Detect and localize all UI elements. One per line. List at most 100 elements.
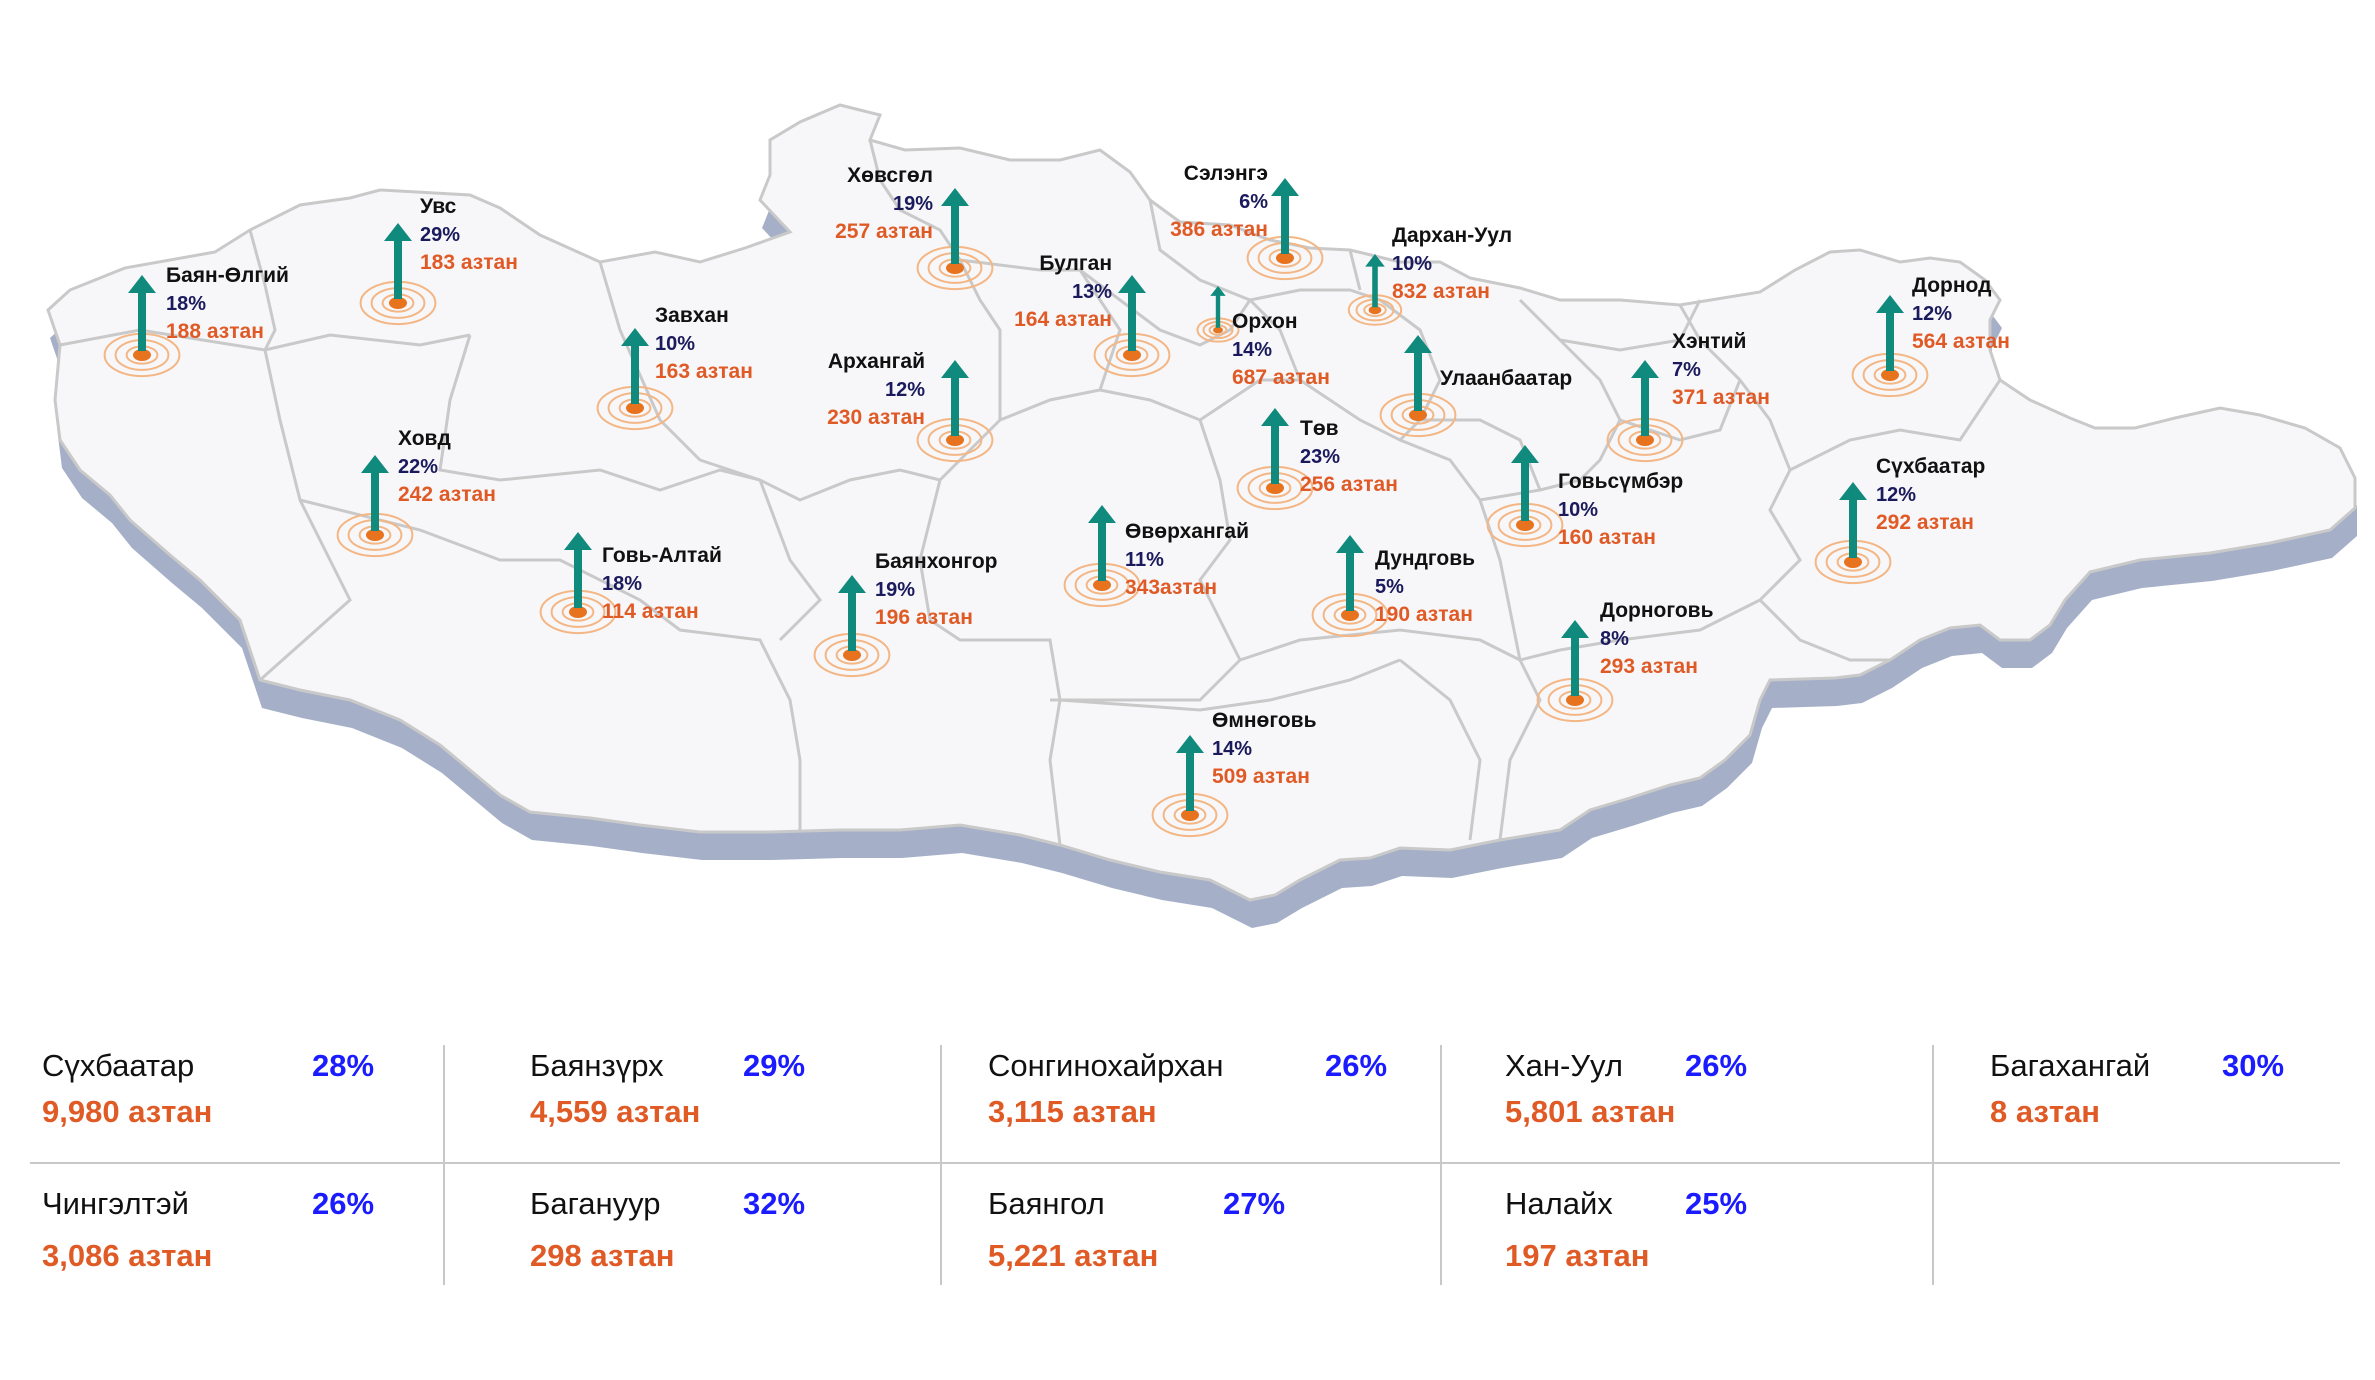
province-count: 183 азтан [420,251,518,274]
table-column-divider [940,1045,942,1285]
pin-dot [569,606,587,618]
growth-arrow-icon [1336,535,1364,611]
district-count: 298 азтан [530,1238,675,1273]
province-count: 242 азтан [398,483,496,506]
province-percent: 12% [885,379,925,401]
province-count: 292 азтан [1876,511,1974,534]
pin-dot [1844,556,1862,568]
province-percent: 19% [893,193,933,215]
province-name: Архангай [828,350,925,373]
province-count: 257 азтан [835,220,933,243]
pin-dot [1368,305,1382,315]
district-name: Багануур [530,1186,661,1221]
province-name: Сүхбаатар [1876,455,1985,478]
province-percent: 13% [1072,281,1112,303]
district-cell: Багахангай 30% 8 азтан [1990,1040,2375,1150]
district-count: 8 азтан [1990,1094,2101,1129]
district-percent: 32% [743,1186,806,1221]
province-count: 114 азтан [602,600,699,623]
province-name: Өвөрхангай [1125,520,1249,543]
province-percent: 10% [1558,499,1598,521]
district-percent: 28% [312,1048,375,1083]
province-percent: 23% [1300,446,1340,468]
district-name: Сонгинохайрхан [988,1048,1224,1083]
province-name: Өмнөговь [1212,709,1317,732]
province-marker[interactable]: Дорнод 12% 564 азтан [1851,274,2010,398]
province-marker[interactable]: Говьсүмбэр 10% 160 азтан [1486,445,1684,549]
province-name: Ховд [398,427,451,450]
province-name: Дорнод [1912,274,1991,297]
province-percent: 8% [1600,628,1629,650]
district-cell: Хан-Уул 26% 5,801 азтан [1505,1040,1925,1150]
province-percent: 6% [1239,191,1268,213]
pin-dot [626,402,644,414]
province-name: Говь-Алтай [602,544,722,567]
pin-dot [1341,609,1359,621]
province-count: 564 азтан [1912,330,2010,353]
district-percent: 29% [743,1048,806,1083]
province-percent: 5% [1375,576,1404,598]
province-percent: 19% [875,579,915,601]
province-marker[interactable]: Хөвсгөл 19% 257 азтан [835,164,994,291]
district-cell: Баянзүрх 29% 4,559 азтан [530,1040,950,1150]
province-marker[interactable]: Увс 29% 183 азтан [359,195,518,326]
province-marker[interactable]: Булган 13% 164 азтан [1014,252,1171,378]
province-marker[interactable]: Архангай 12% 230 азтан [827,350,994,463]
pin-dot [843,649,861,661]
province-marker[interactable]: Дархан-Уул 10% 832 азтан [1347,224,1512,326]
pin-dot [133,349,151,361]
growth-arrow-icon [1876,295,1904,371]
province-count: 160 азтан [1558,526,1656,549]
province-marker[interactable]: Хэнтий 7% 371 азтан [1606,330,1770,463]
province-marker[interactable]: Дундговь 5% 190 азтан [1311,535,1476,638]
pin-dot [1123,349,1141,361]
growth-arrow-icon [838,575,866,651]
pin-dot [366,529,384,541]
province-name: Говьсүмбэр [1558,470,1683,493]
province-percent: 14% [1232,339,1272,361]
district-name: Налайх [1505,1186,1613,1221]
pin-dot [1266,482,1284,494]
district-percent: 30% [2222,1048,2285,1083]
province-marker[interactable]: Өвөрхангай 11% 343азтан [1063,505,1249,608]
district-cell: Багануур 32% 298 азтан [530,1178,950,1288]
district-percent: 26% [1685,1048,1748,1083]
province-count: 256 азтан [1300,473,1398,496]
growth-arrow-icon [1261,408,1289,484]
province-marker[interactable]: Төв 23% 256 азтан [1236,408,1398,511]
pin-dot [1181,809,1199,821]
district-count: 5,221 азтан [988,1238,1159,1273]
growth-arrow-icon [1176,735,1204,811]
province-marker[interactable]: Баян-Өлгий 18% 188 азтан [103,264,289,378]
pin-dot [946,262,964,274]
province-marker[interactable]: Сэлэнгэ 6% 386 азтан [1170,162,1324,281]
province-marker[interactable]: Дорноговь 8% 293 азтан [1536,599,1714,723]
growth-arrow-icon [941,360,969,436]
province-name: Хөвсгөл [847,164,933,187]
province-name: Дорноговь [1600,599,1714,622]
province-marker[interactable]: Сүхбаатар 12% 292 азтан [1814,455,1986,585]
pin-dot [946,434,964,446]
province-marker[interactable]: Улаанбаатар [1379,335,1573,438]
growth-arrow-icon [1631,360,1659,436]
province-percent: 12% [1876,484,1916,506]
district-name: Багахангай [1990,1048,2151,1083]
province-name: Увс [420,195,457,218]
province-count: 230 азтан [827,406,925,429]
province-marker[interactable]: Өмнөговь 14% 509 азтан [1151,709,1317,838]
province-count: 163 азтан [655,360,753,383]
district-name: Сүхбаатар [42,1048,195,1083]
province-markers: Баян-Өлгий 18% 188 азтан Увс 29% 183 азтан Хов… [103,162,2010,838]
province-marker[interactable]: Завхан 10% 163 азтан [596,304,753,431]
district-name: Баянзүрх [530,1048,664,1083]
province-count: 164 азтан [1014,308,1112,331]
province-marker[interactable]: Ховд 22% 242 азтан [336,427,496,558]
growth-arrow-icon [1365,254,1385,308]
province-marker[interactable]: Баянхонгор 19% 196 азтан [813,550,998,678]
province-name: Баянхонгор [875,550,998,573]
province-name: Дархан-Уул [1392,224,1512,247]
growth-arrow-icon [1404,335,1432,411]
province-marker[interactable]: Говь-Алтай 18% 114 азтан [539,532,722,635]
district-percent: 27% [1223,1186,1286,1221]
province-marker[interactable]: Орхон 14% 687 азтан [1196,286,1330,389]
